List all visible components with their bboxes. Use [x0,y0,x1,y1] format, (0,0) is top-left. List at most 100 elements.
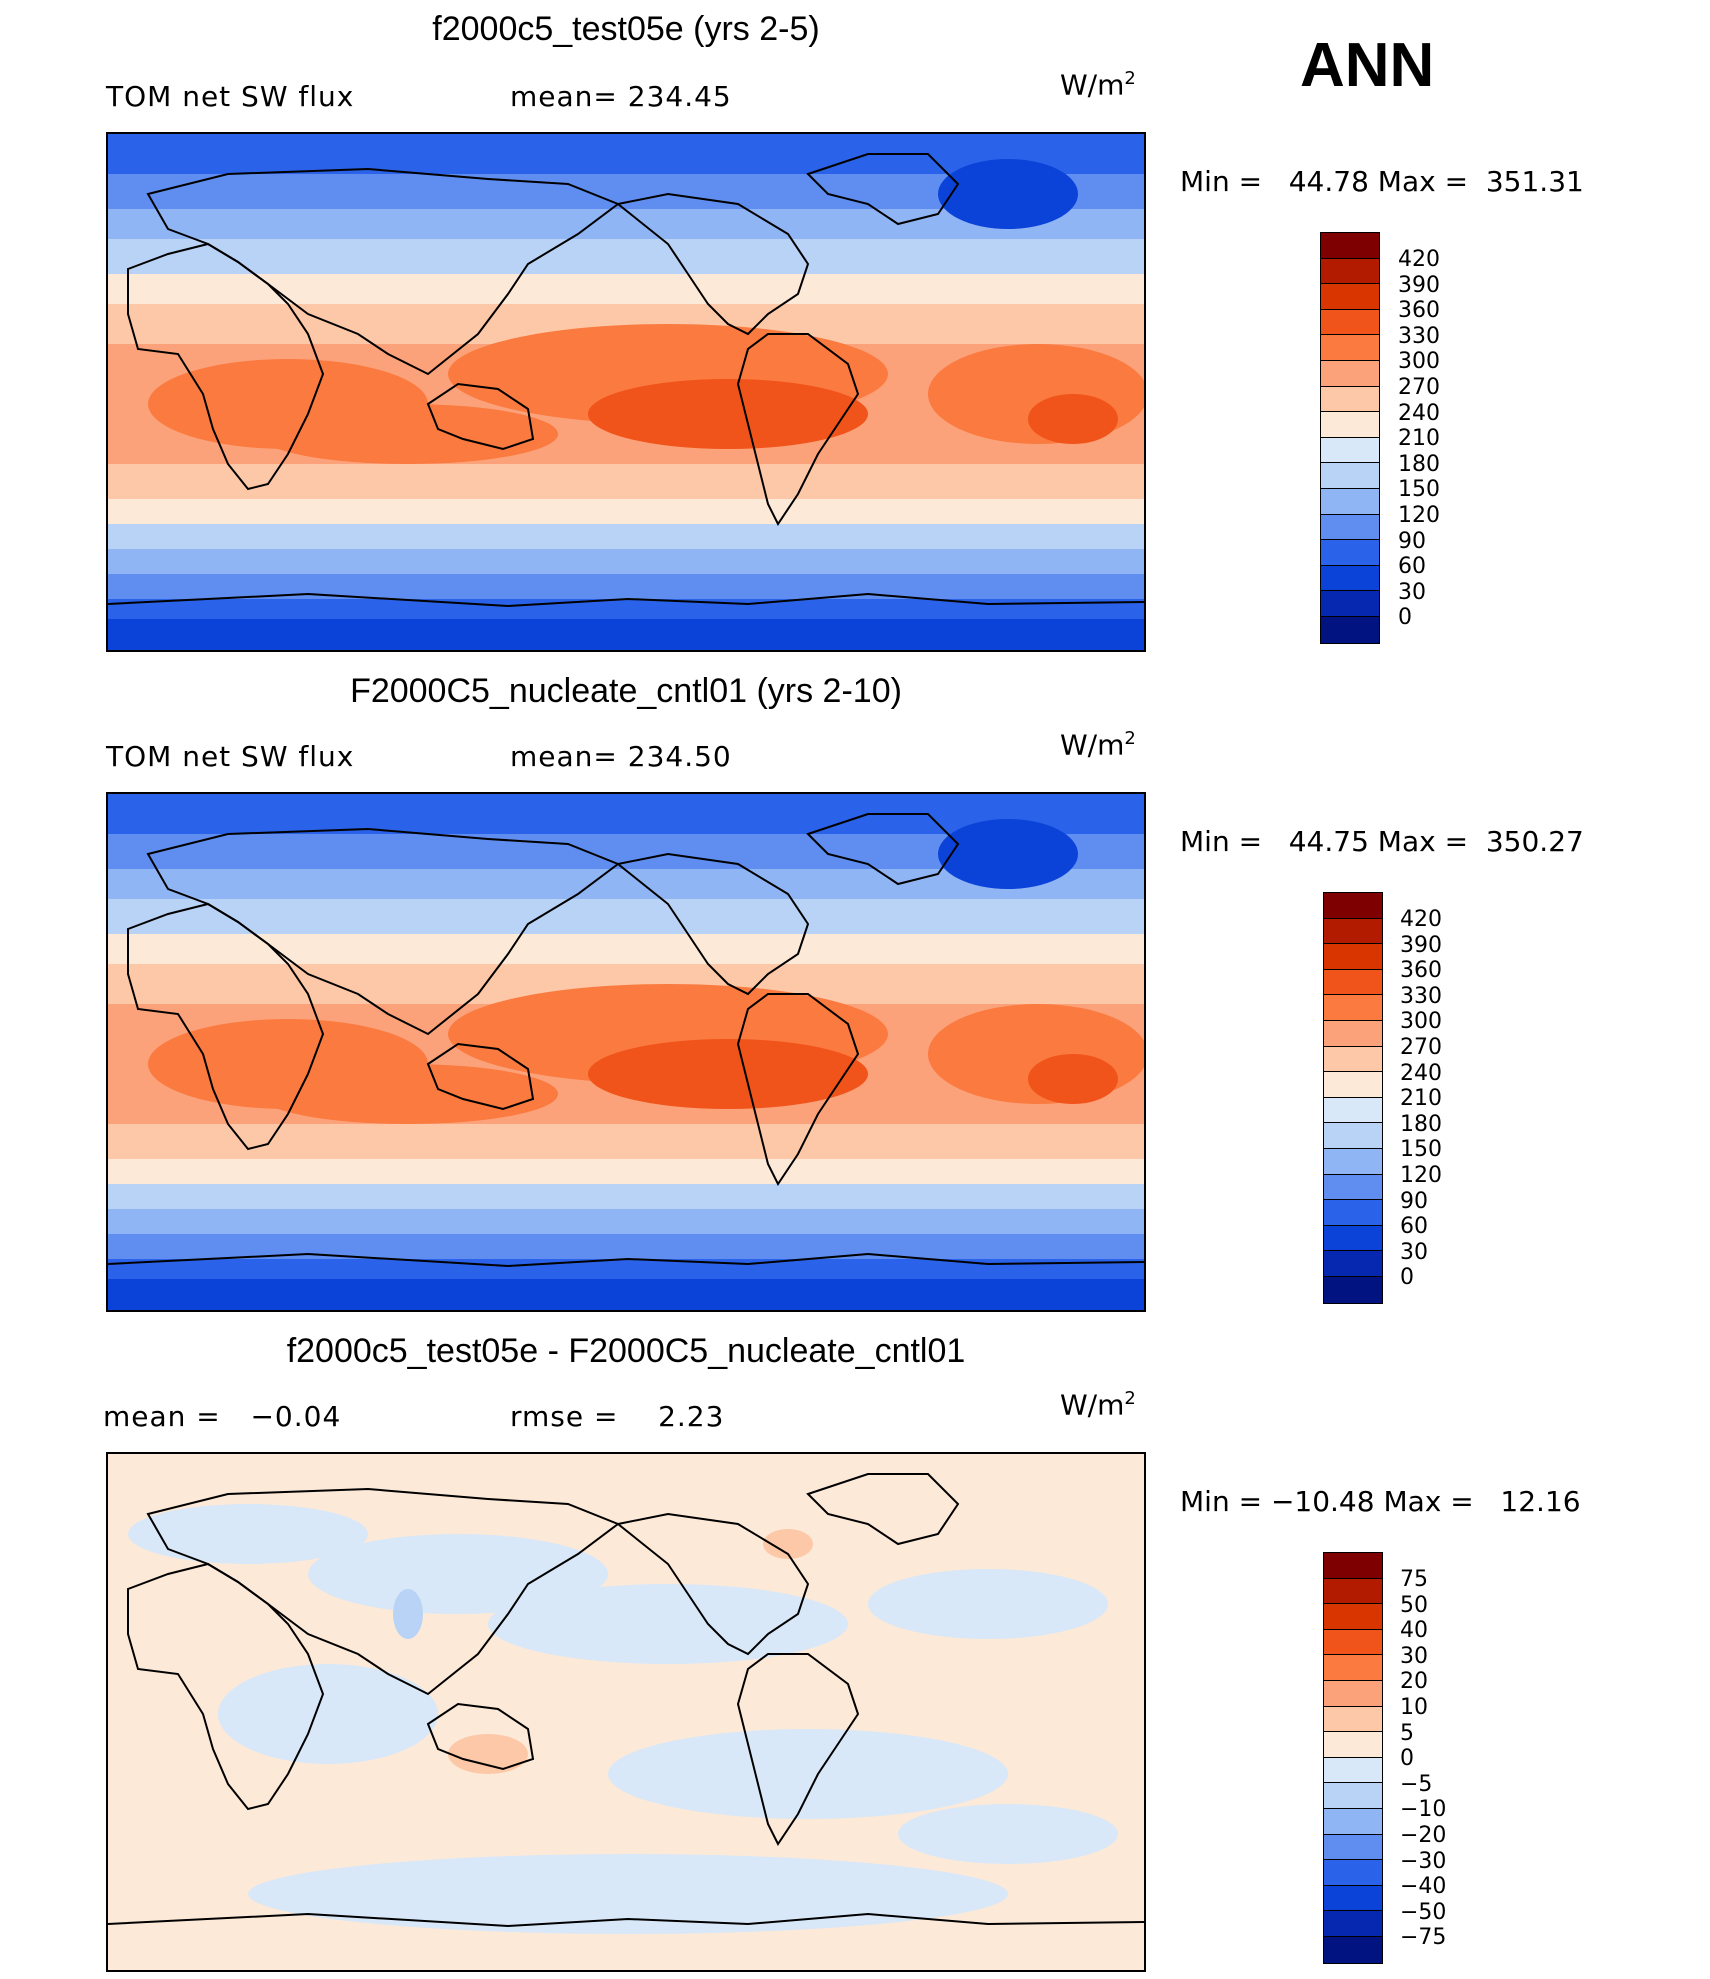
colorbar-segment [1324,1174,1382,1201]
panel-3-mean: mean = −0.04 [103,1400,342,1433]
colorbar-tick-label: 210 [1400,1086,1442,1112]
colorbar-tick-label: −5 [1400,1771,1433,1797]
colorbar-tick-label: −30 [1400,1848,1447,1874]
colorbar-segment [1321,335,1379,361]
colorbar-segment [1324,1046,1382,1073]
colorbar-segment [1321,463,1379,489]
colorbar-tick-label: 180 [1400,1111,1442,1137]
colorbar-segment [1324,995,1382,1021]
colorbar-segment [1324,1911,1382,1937]
colorbar-tick-label: 360 [1398,298,1440,324]
panel-1-units: W/m2 [1060,68,1136,102]
colorbar-tick-label: −75 [1400,1925,1447,1951]
colorbar-tick-label: 420 [1400,907,1442,932]
colorbar-tick-label: 30 [1400,1239,1428,1265]
colorbar-tick-label: 270 [1400,1035,1442,1060]
colorbar-tick-label: 120 [1400,1163,1442,1188]
colorbar-tick-label: 390 [1400,932,1442,958]
colorbar-tick-label: −50 [1400,1899,1447,1925]
colorbar-segment [1324,1936,1382,1963]
colorbar-tick-label: 90 [1398,528,1426,554]
panel-2-minmax: Min = 44.75 Max = 350.27 [1180,825,1584,858]
colorbar-tick-label: 420 [1398,247,1440,272]
colorbar-segment [1324,1148,1382,1175]
colorbar-tick-label: −40 [1400,1874,1447,1900]
colorbar-segment [1324,1834,1382,1861]
colorbar-tick-label: 240 [1400,1060,1442,1086]
colorbar-tick-label: 330 [1398,323,1440,349]
colorbar-tick-label: 210 [1398,426,1440,452]
colorbar-tick-label: 120 [1398,503,1440,528]
colorbar-segment [1324,918,1382,945]
colorbar-tick-label: 10 [1400,1695,1428,1720]
colorbar-segment [1324,1732,1382,1758]
colorbar-tick-label: 330 [1400,983,1442,1009]
colorbar-tick-label: 270 [1398,375,1440,400]
colorbar-segment [1324,1860,1382,1886]
colorbar-segment [1321,437,1379,464]
colorbar-tick-label: 60 [1400,1214,1428,1240]
colorbar-tick-label: 40 [1400,1618,1428,1644]
panel-3-title: f2000c5_test05e - F2000C5_nucleate_cntl0… [286,1332,966,1370]
colorbar-2 [1323,892,1383,1304]
colorbar-segment [1324,1553,1382,1579]
colorbar-segment [1324,969,1382,996]
season-label: ANN [1300,31,1435,100]
panel-2-variable: TOM net SW flux [106,740,355,773]
colorbar-segment [1324,1680,1382,1707]
colorbar-tick-label: −20 [1400,1823,1447,1848]
colorbar-3 [1323,1552,1383,1964]
panel-2-title: F2000C5_nucleate_cntl01 (yrs 2-10) [350,672,902,710]
colorbar-segment [1321,233,1379,259]
colorbar-segment [1321,412,1379,438]
colorbar-segment [1324,944,1382,970]
colorbar-tick-label: 50 [1400,1592,1428,1618]
panel-3-map [106,1452,1146,1972]
colorbar-segment [1321,258,1379,285]
colorbar-tick-label: 300 [1400,1009,1442,1035]
colorbar-segment [1324,1225,1382,1252]
colorbar-segment [1321,565,1379,592]
colorbar-segment [1324,1072,1382,1098]
colorbar-segment [1324,1276,1382,1303]
colorbar-segment [1324,1706,1382,1733]
colorbar-segment [1321,488,1379,515]
colorbar-1 [1320,232,1380,644]
colorbar-tick-label: 180 [1398,451,1440,477]
colorbar-tick-label: 390 [1398,272,1440,298]
colorbar-tick-label: 150 [1400,1137,1442,1163]
colorbar-segment [1321,284,1379,310]
colorbar-tick-label: 20 [1400,1669,1428,1695]
colorbar-segment [1324,1604,1382,1630]
panel-1-minmax: Min = 44.78 Max = 351.31 [1180,165,1584,198]
panel-1-mean: mean= 234.45 [510,80,732,113]
colorbar-tick-label: 0 [1400,1746,1414,1772]
colorbar-segment [1321,386,1379,413]
colorbar-tick-label: 75 [1400,1567,1428,1592]
colorbar-tick-label: −10 [1400,1797,1447,1823]
panel-1-map [106,132,1146,652]
colorbar-tick-label: 0 [1400,1265,1414,1291]
colorbar-segment [1321,360,1379,387]
colorbar-segment [1324,1123,1382,1149]
colorbar-segment [1324,1097,1382,1124]
colorbar-segment [1324,893,1382,919]
colorbar-segment [1321,540,1379,566]
colorbar-segment [1321,514,1379,541]
colorbar-tick-label: 90 [1400,1188,1428,1214]
colorbar-segment [1324,1200,1382,1226]
colorbar-tick-label: 30 [1398,579,1426,605]
colorbar-segment [1324,1020,1382,1047]
panel-3-rmse: rmse = 2.23 [510,1400,725,1433]
colorbar-segment [1324,1757,1382,1784]
colorbar-segment [1324,1783,1382,1809]
panel-1-title: f2000c5_test05e (yrs 2-5) [432,10,820,48]
colorbar-segment [1324,1578,1382,1605]
panel-2-units: W/m2 [1060,728,1136,762]
colorbar-tick-label: 5 [1400,1720,1414,1746]
colorbar-tick-label: 300 [1398,349,1440,375]
colorbar-tick-label: 360 [1400,958,1442,984]
colorbar-segment [1321,591,1379,617]
colorbar-tick-label: 30 [1400,1643,1428,1669]
panel-3-minmax: Min = −10.48 Max = 12.16 [1180,1485,1581,1518]
